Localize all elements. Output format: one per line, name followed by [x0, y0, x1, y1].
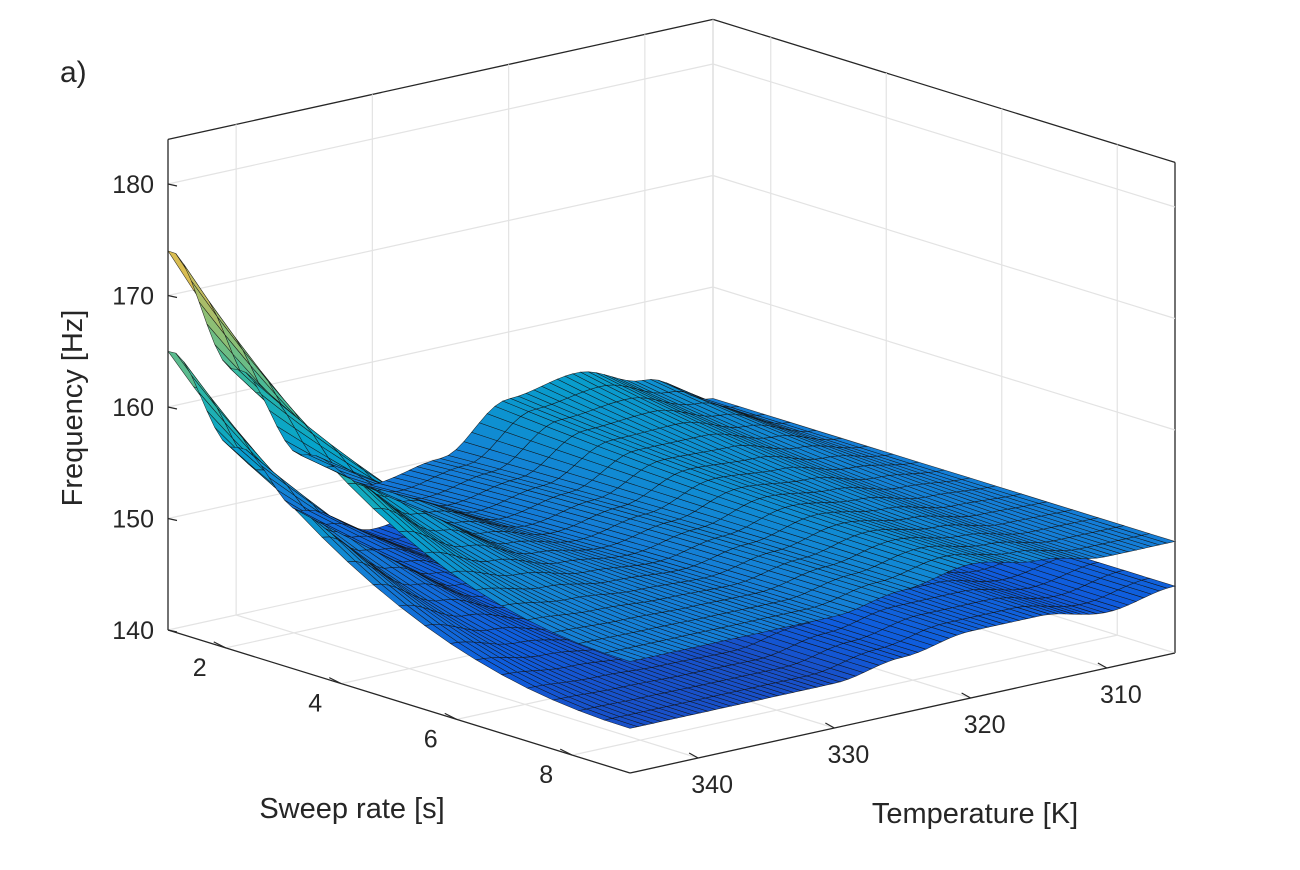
x-tick-label: 330 [828, 741, 870, 769]
gridline-z-right-pane [712, 174, 1176, 320]
surface-upper [167, 250, 1177, 662]
gridline-z-right-pane [712, 286, 1176, 431]
y-tick-label: 2 [193, 654, 207, 682]
surface-patch [191, 375, 226, 423]
x-tick [688, 752, 699, 759]
y-tick-label: 8 [539, 761, 553, 789]
z-tick-label: 160 [112, 394, 154, 422]
surface-patch [183, 263, 218, 317]
surface-patch [198, 392, 233, 439]
x-tick-label: 310 [1100, 681, 1142, 709]
tick-labels: 140 150 160 170 180 2 4 6 8 310 320 330 340 [112, 171, 1141, 799]
y-tick [559, 748, 573, 756]
y-axis-line [167, 629, 631, 774]
x-tick-label: 320 [964, 711, 1006, 739]
gridline-z-left-pane [167, 174, 714, 297]
box-edge-back-top-left [167, 18, 714, 141]
z-tick [167, 406, 178, 410]
x-axis-line [629, 652, 1176, 774]
gridline-y-floor [572, 634, 1118, 756]
gridline-z-right-pane [712, 63, 1176, 208]
z-tick-label: 170 [112, 283, 154, 311]
gridline-z-left-pane [167, 63, 714, 185]
z-axis-title: Frequency [Hz] [57, 310, 89, 507]
z-tick [167, 517, 178, 522]
z-tick-label: 180 [112, 171, 154, 199]
x-tick [1097, 662, 1108, 669]
z-tick [167, 183, 178, 187]
z-tick [167, 629, 178, 633]
z-tick [167, 294, 178, 299]
y-axis-title: Sweep rate [s] [259, 793, 444, 825]
box-edge-back-top-right [712, 18, 1176, 164]
surface-patch [705, 398, 739, 408]
y-tick [444, 712, 458, 720]
x-tick [825, 722, 835, 729]
y-tick-label: 4 [308, 690, 322, 718]
gridline-x-floor [235, 614, 699, 759]
z-tick-label: 150 [112, 506, 154, 534]
surface-patch [183, 361, 218, 408]
panel-label: a) [60, 56, 87, 89]
y-tick [328, 677, 342, 685]
x-tick [961, 692, 971, 699]
y-tick [213, 641, 227, 649]
x-tick-label: 340 [691, 771, 733, 799]
axes-front-lines [167, 139, 1176, 774]
tick-marks [167, 183, 1108, 759]
z-tick-label: 140 [112, 617, 154, 645]
y-tick-label: 6 [424, 725, 438, 753]
x-axis-title: Temperature [K] [872, 798, 1078, 830]
surfaces [167, 250, 1177, 729]
